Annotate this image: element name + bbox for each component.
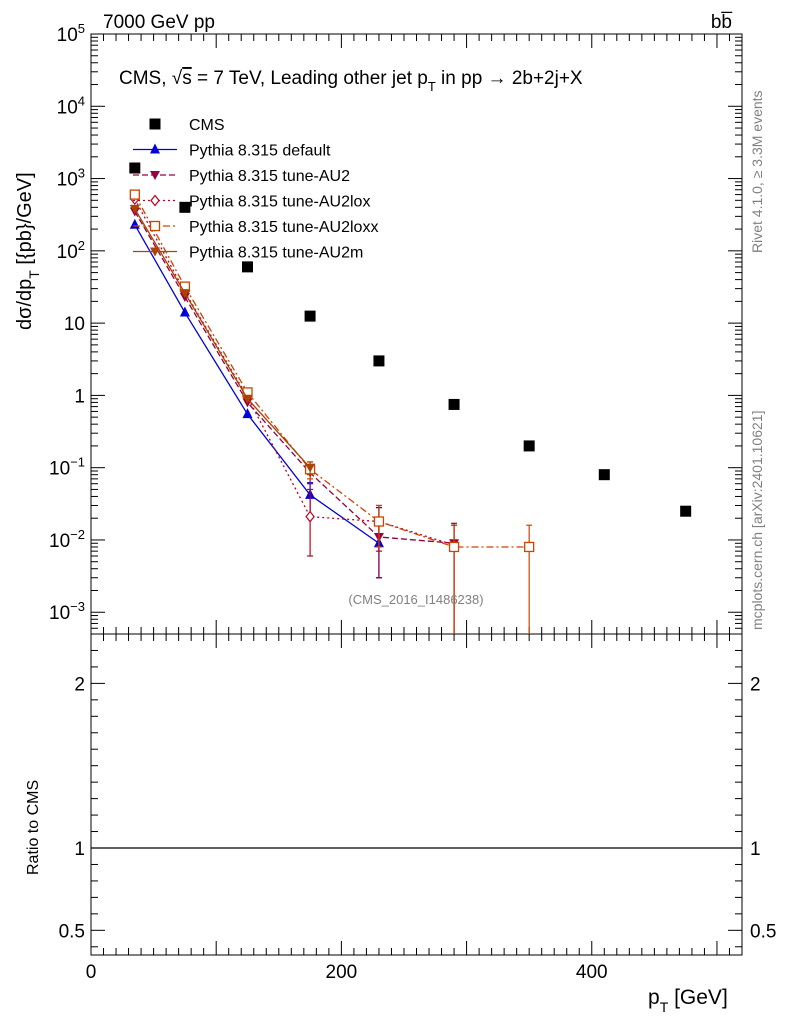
series-pythia-8-315-default bbox=[129, 218, 384, 579]
title-mid: = 7 TeV, Leading other jet p bbox=[192, 68, 428, 89]
data-point bbox=[305, 463, 316, 473]
legend-item: Pythia 8.315 default bbox=[133, 143, 331, 160]
title-sqrt: √ bbox=[172, 68, 183, 89]
data-point bbox=[242, 394, 253, 404]
data-point bbox=[129, 218, 140, 229]
y-tick-label: 10−2 bbox=[49, 527, 85, 552]
legend-item: Pythia 8.315 tune-AU2loxx bbox=[133, 219, 378, 236]
y-tick-label: 103 bbox=[57, 166, 85, 191]
data-point bbox=[129, 189, 140, 200]
x-tick-label: 400 bbox=[576, 962, 608, 983]
series-pythia-8-315-tune-au2 bbox=[129, 207, 460, 634]
mcplots-label: mcplots.cern.ch [arXiv:2401.10621] bbox=[749, 411, 765, 630]
data-point bbox=[373, 516, 385, 527]
data-point bbox=[373, 355, 385, 367]
data-point bbox=[179, 289, 190, 299]
data-point bbox=[448, 541, 460, 553]
data-point bbox=[129, 204, 140, 214]
data-point bbox=[523, 440, 535, 452]
ratio-panel bbox=[90, 633, 743, 956]
x-axis-label: pT [GeV] bbox=[648, 986, 728, 1015]
legend-label: CMS bbox=[189, 117, 225, 134]
legend-marker bbox=[150, 194, 160, 207]
legend-marker bbox=[149, 220, 161, 232]
x-tick-label: 0 bbox=[86, 962, 97, 983]
series-line bbox=[134, 211, 455, 544]
data-point bbox=[598, 469, 610, 481]
title-suffix: in pp → 2b+2j+X bbox=[436, 68, 583, 89]
y-tick-label: 10−1 bbox=[49, 455, 85, 480]
legend-item: CMS bbox=[149, 117, 225, 134]
legend-label: Pythia 8.315 default bbox=[189, 143, 331, 160]
y-axis-label: dσ/dpT [{pb}/GeV] bbox=[14, 172, 42, 330]
ratio-y-tick-label: 0.5 bbox=[59, 921, 85, 942]
data-point bbox=[448, 398, 460, 410]
xlabel-main: p bbox=[648, 986, 660, 1009]
ratio-axis-ticks: 0.5 0.5 1 1 2 2 bbox=[59, 649, 776, 948]
rivet-label: Rivet 4.1.0, ≥ 3.3M events bbox=[749, 90, 765, 253]
ylabel-post: [{pb}/GeV] bbox=[14, 172, 36, 270]
title-prefix: CMS, bbox=[119, 68, 172, 89]
series-line bbox=[134, 198, 455, 546]
xlabel-sub: T bbox=[660, 999, 669, 1015]
analysis-watermark: (CMS_2016_I1486238) bbox=[348, 592, 483, 607]
data-point bbox=[179, 201, 191, 213]
data-point bbox=[304, 310, 316, 322]
ratio-y-axis-label: Ratio to CMS bbox=[25, 780, 42, 875]
legend-item: Pythia 8.315 tune-AU2m bbox=[133, 245, 363, 262]
data-point bbox=[680, 505, 692, 517]
y-tick-label: 10−3 bbox=[49, 599, 85, 624]
legend-item: Pythia 8.315 tune-AU2lox bbox=[133, 194, 370, 211]
ratio-y-tick-label: 2 bbox=[74, 674, 85, 695]
process-label: bb̅ bbox=[711, 12, 733, 33]
legend: CMS Pythia 8.315 default Pythia 8.315 tune… bbox=[133, 117, 378, 262]
title-sub: T bbox=[428, 79, 436, 94]
series-cms bbox=[129, 162, 692, 517]
y-tick-label: 104 bbox=[57, 93, 85, 118]
ratio-y-tick-label-right: 0.5 bbox=[750, 921, 776, 942]
data-point bbox=[305, 510, 315, 523]
ylabel-sub: T bbox=[26, 270, 42, 279]
data-point bbox=[242, 408, 253, 419]
legend-marker bbox=[150, 143, 160, 154]
data-point bbox=[524, 541, 535, 553]
series-line bbox=[134, 224, 380, 544]
y-tick-label: 10 bbox=[64, 314, 85, 335]
ratio-y-tick-label: 1 bbox=[74, 839, 85, 860]
title-s: s bbox=[182, 68, 192, 89]
main-axis-ticks: 10−3 10−2 10−1 1 10 102 103 104 105 0 200 400 bbox=[49, 21, 743, 983]
ratio-y-tick-label-right: 1 bbox=[750, 839, 761, 860]
series-layer bbox=[129, 162, 692, 634]
x-tick-label: 200 bbox=[326, 962, 358, 983]
data-point bbox=[241, 261, 253, 273]
legend-marker bbox=[150, 247, 160, 257]
legend-label: Pythia 8.315 tune-AU2loxx bbox=[189, 219, 378, 236]
legend-label: Pythia 8.315 tune-AU2m bbox=[189, 245, 363, 262]
xlabel-unit: [GeV] bbox=[668, 986, 728, 1009]
ratio-y-tick-label-right: 2 bbox=[750, 674, 761, 695]
ratio-panel-frame bbox=[90, 633, 743, 956]
data-point bbox=[129, 162, 141, 174]
data-point bbox=[179, 306, 190, 317]
ylabel-pre: dσ/dp bbox=[14, 279, 36, 330]
legend-label: Pythia 8.315 tune-AU2lox bbox=[189, 194, 370, 211]
y-tick-label: 102 bbox=[57, 238, 85, 263]
y-tick-label: 1 bbox=[74, 386, 85, 407]
energy-label: 7000 GeV pp bbox=[103, 12, 215, 33]
legend-item: Pythia 8.315 tune-AU2 bbox=[133, 168, 350, 185]
legend-label: Pythia 8.315 tune-AU2 bbox=[189, 168, 350, 185]
legend-marker bbox=[150, 171, 160, 180]
chart-title: CMS, √s = 7 TeV, Leading other jet pT in… bbox=[119, 68, 583, 94]
y-tick-label: 105 bbox=[57, 21, 85, 46]
legend-marker bbox=[149, 118, 161, 130]
